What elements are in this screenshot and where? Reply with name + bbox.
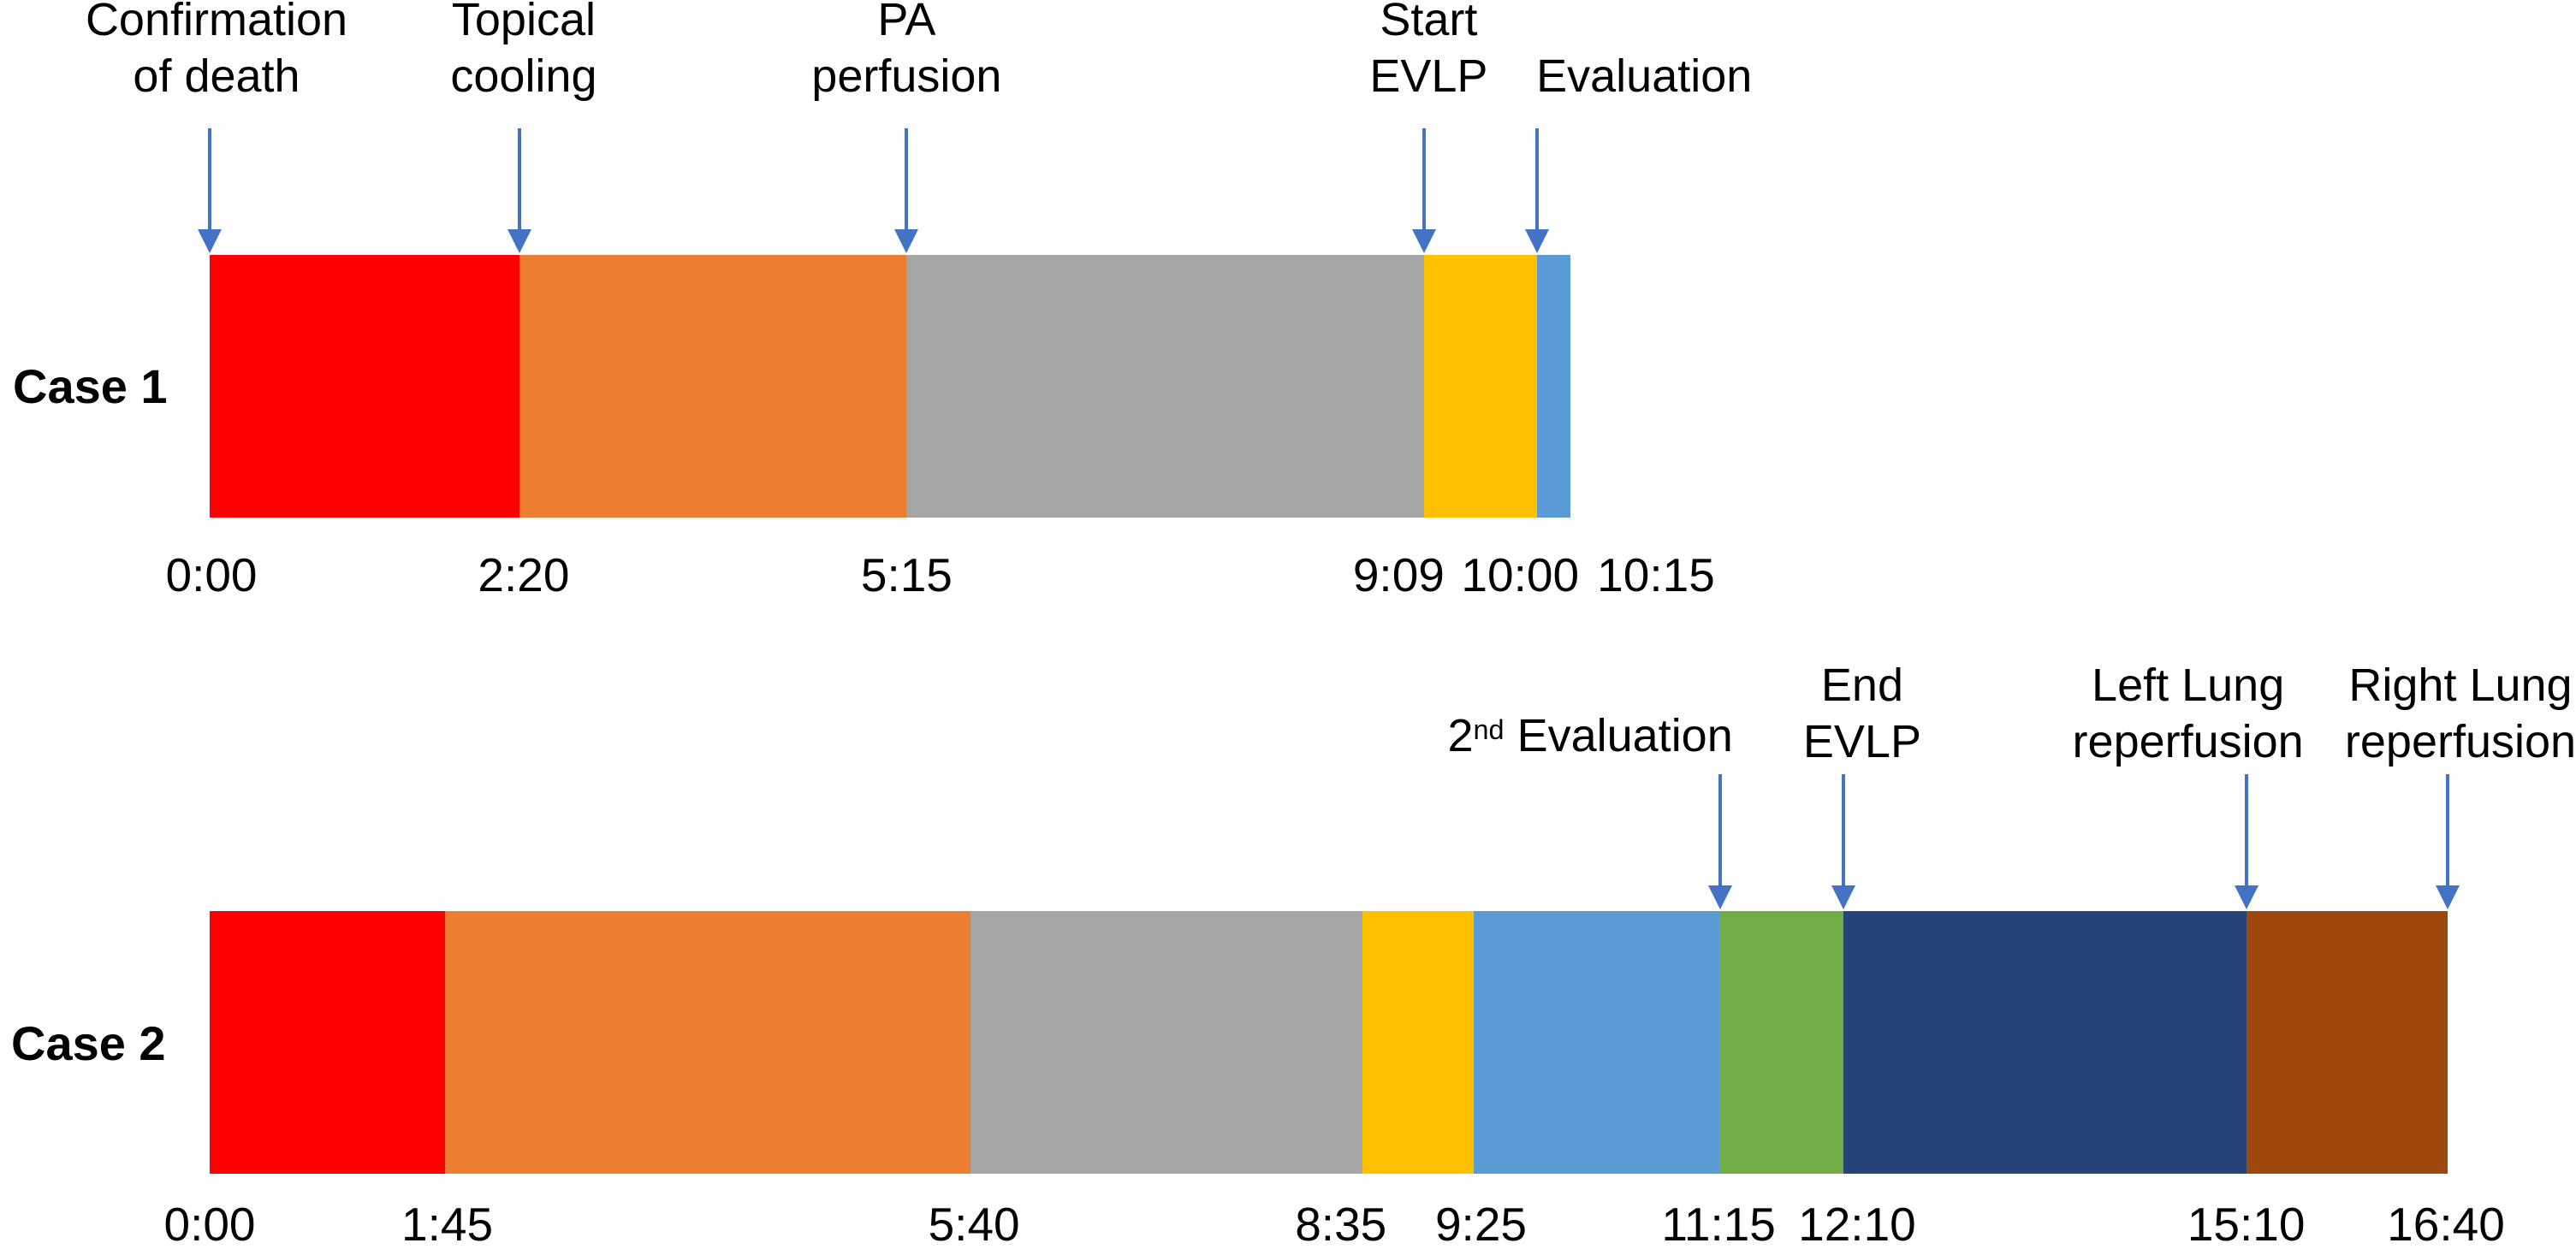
time-tick-label: 11:15 — [1661, 1198, 1776, 1249]
time-tick-label: 2:20 — [478, 548, 570, 601]
bar-segment-navy — [1843, 911, 2247, 1174]
annotation-right-lung-reperfusion: Right Lung reperfusion — [2344, 660, 2576, 767]
down-arrow-head-icon — [1525, 229, 1550, 253]
down-arrow-icon — [2244, 774, 2248, 887]
bar-segment-gray — [906, 255, 1425, 518]
annotation-pa-perfusion: PA perfusion — [811, 0, 1002, 102]
bar-segment-orange — [444, 911, 971, 1174]
bar-segment-brown — [2246, 911, 2448, 1174]
time-tick-label: 15:10 — [2187, 1198, 2306, 1249]
annotation-confirmation-of-death: Confirmation of death — [85, 0, 348, 102]
bar-segment-green — [1720, 911, 1843, 1174]
annotation-left-lung-reperfusion: Left Lung reperfusion — [2072, 660, 2304, 767]
down-arrow-head-icon — [1412, 229, 1437, 253]
down-arrow-icon — [208, 128, 211, 231]
time-tick-label: 0:00 — [163, 1198, 256, 1249]
time-tick-label: 8:35 — [1295, 1198, 1387, 1249]
timeline-bar-case-2 — [210, 911, 2448, 1174]
time-tick-label: 5:15 — [860, 548, 953, 601]
bar-segment-orange — [519, 255, 907, 518]
annotation-2nd-evaluation: 2nd Evaluation — [1447, 710, 1733, 761]
time-tick-label: 5:40 — [928, 1198, 1020, 1249]
time-tick-label: 9:09 — [1352, 548, 1445, 601]
time-tick-label: 10:00 — [1461, 548, 1580, 601]
annotation-topical-cooling: Topical cooling — [450, 0, 597, 102]
bar-segment-red — [210, 911, 445, 1174]
time-tick-label: 10:15 — [1597, 548, 1715, 601]
down-arrow-head-icon — [1708, 885, 1733, 909]
down-arrow-head-icon — [894, 229, 919, 253]
bar-segment-red — [210, 255, 519, 518]
timeline-bar-case-1 — [210, 255, 1570, 518]
case-name-label-case-1: Case 1 — [13, 359, 168, 413]
down-arrow-head-icon — [507, 229, 531, 253]
bar-segment-gold — [1362, 911, 1475, 1174]
down-arrow-icon — [1535, 128, 1540, 231]
bar-segment-light-blue — [1474, 911, 1721, 1174]
time-tick-label: 9:25 — [1434, 1198, 1527, 1249]
time-tick-label: 16:40 — [2387, 1198, 2505, 1249]
down-arrow-icon — [905, 128, 909, 231]
bar-segment-gold — [1424, 255, 1538, 518]
down-arrow-head-icon — [2234, 885, 2258, 909]
time-tick-label: 0:00 — [165, 548, 258, 601]
time-tick-label: 1:45 — [401, 1198, 494, 1249]
down-arrow-icon — [1841, 774, 1845, 887]
down-arrow-icon — [2446, 774, 2449, 887]
down-arrow-head-icon — [2436, 885, 2460, 909]
annotation-start-evlp: Start EVLP — [1369, 0, 1488, 102]
time-tick-label: 12:10 — [1798, 1198, 1916, 1249]
down-arrow-icon — [517, 128, 521, 231]
down-arrow-head-icon — [198, 229, 222, 253]
bar-segment-gray — [970, 911, 1362, 1174]
bar-segment-light-blue — [1537, 255, 1570, 518]
down-arrow-head-icon — [1831, 885, 1855, 909]
down-arrow-icon — [1718, 774, 1723, 887]
annotation-evaluation: Evaluation — [1536, 50, 1753, 102]
down-arrow-icon — [1422, 128, 1427, 231]
case-name-label-case-2: Case 2 — [11, 1016, 166, 1070]
annotation-end-evlp: End EVLP — [1802, 660, 1921, 767]
